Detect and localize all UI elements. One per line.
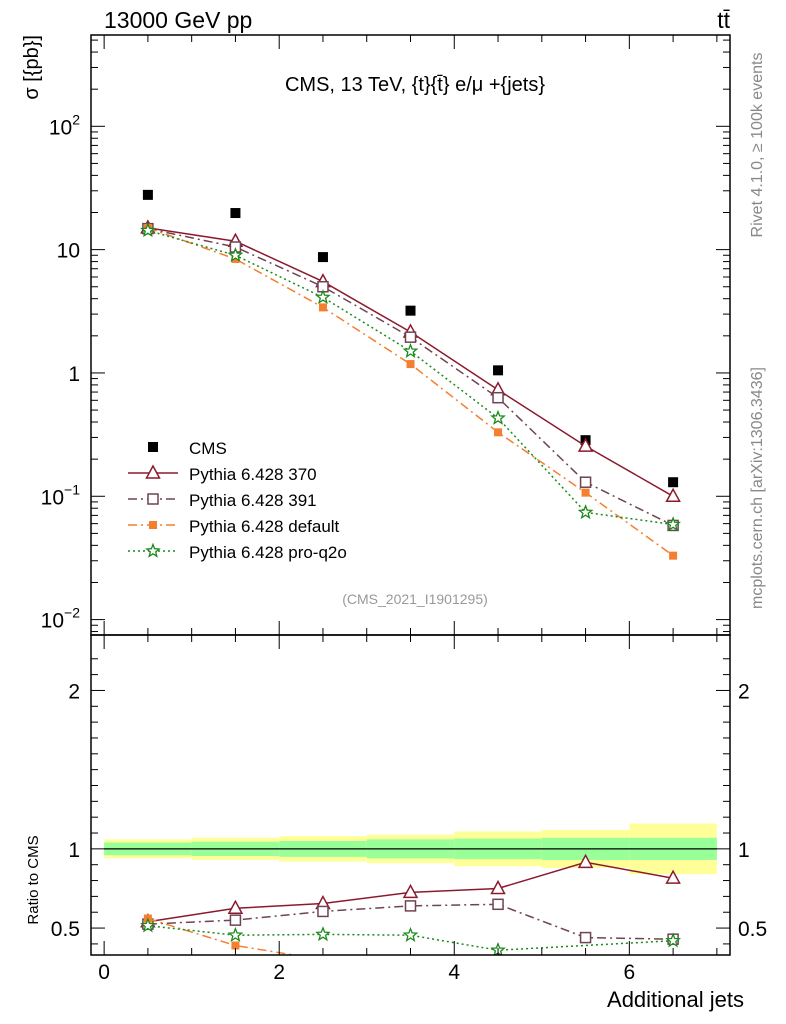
ratio-data-point — [317, 905, 329, 918]
legend-entry: Pythia 6.428 pro-q2o — [128, 542, 347, 562]
legend-entry: CMS — [148, 439, 227, 458]
main-data-point — [665, 487, 681, 503]
main-y-tick-label: 10−1 — [41, 481, 81, 509]
ratio-y-tick-label-right: 2 — [738, 680, 750, 703]
ratio-data-point — [490, 879, 506, 895]
main-data-point — [492, 391, 504, 404]
x-tick-label: 0 — [98, 961, 110, 984]
rivet-version-label: Rivet 4.1.0, ≥ 100k events — [749, 53, 766, 238]
main-y-tick-label: 102 — [49, 111, 80, 139]
ratio-y-tick-labels: 0.5 0.5 1 1 2 2 — [51, 680, 767, 941]
legend-label: Pythia 6.428 default — [189, 517, 340, 536]
main-data-point — [577, 504, 594, 520]
ratio-data-point — [227, 899, 244, 915]
legend-label: Pythia 6.428 391 — [189, 491, 317, 510]
legend-swatch-marker — [149, 521, 157, 529]
header-energy-label: 13000 GeV pp — [104, 7, 252, 33]
legend-label: CMS — [189, 439, 227, 458]
ratio-data-point — [665, 932, 682, 948]
main-data-point — [494, 428, 503, 437]
legend: CMS Pythia 6.428 370 Pythia 6.428 391 Pythi… — [128, 439, 347, 562]
main-data-point — [490, 409, 506, 425]
main-y-tick-label: 10 — [57, 240, 80, 263]
main-data-point — [139, 222, 156, 238]
main-data-point — [668, 477, 679, 488]
ratio-data-point — [140, 917, 156, 933]
main-data-point — [669, 551, 678, 560]
legend-swatch-marker — [147, 493, 159, 505]
main-data-point — [665, 516, 682, 532]
main-data-point — [581, 488, 590, 497]
legend-swatch-marker — [148, 442, 158, 452]
ratio-y-tick-label-right: 0.5 — [738, 918, 767, 941]
legend-label: Pythia 6.428 370 — [189, 465, 317, 484]
ratio-axis-ticks — [91, 635, 730, 955]
main-data-point — [404, 331, 417, 343]
main-data-point — [315, 289, 331, 305]
ratio-data-point — [404, 900, 417, 912]
x-axis-label: Additional jets — [607, 987, 744, 1012]
main-axis-ticks — [91, 35, 730, 635]
main-data-point — [405, 305, 416, 316]
main-data-point — [318, 303, 327, 312]
x-tick-labels: 0 2 4 6 — [98, 961, 635, 984]
ratio-y-tick-label-left: 0.5 — [51, 918, 80, 941]
x-tick-label: 4 — [448, 961, 460, 984]
ratio-data-point — [319, 956, 327, 964]
main-data-point — [230, 208, 241, 219]
main-panel: 10−2 10−1 1 10 102 CMS, 13 TeV, {t}{t̄} e/μ … — [21, 34, 731, 636]
main-series-4 — [139, 222, 682, 532]
ratio-data-point — [579, 931, 592, 944]
main-data-point — [231, 254, 240, 263]
ratio-panel: 0.5 0.5 1 1 2 2 0 2 4 6 Ratio to CMS Additional … — [25, 634, 767, 1012]
ratio-series-layer — [140, 853, 682, 964]
mcplots-reference-label: mcplots.cern.ch [arXiv:1306.3436] — [749, 367, 766, 609]
main-data-point — [579, 476, 592, 488]
main-data-point — [402, 342, 419, 358]
main-data-point — [493, 365, 504, 376]
legend-label: Pythia 6.428 pro-q2o — [189, 543, 347, 562]
ratio-data-point — [665, 869, 681, 884]
main-title: CMS, 13 TeV, {t}{t̄} e/μ +{jets} — [285, 74, 545, 96]
x-tick-label: 2 — [273, 961, 285, 984]
main-data-point — [317, 252, 328, 263]
main-data-point — [142, 189, 153, 200]
legend-entry: Pythia 6.428 391 — [128, 491, 317, 510]
analysis-id-label: (CMS_2021_I1901295) — [342, 591, 488, 607]
ratio-data-point — [231, 941, 240, 950]
ratio-uncertainty-bands — [104, 823, 717, 875]
ratio-series-line — [147, 924, 674, 951]
x-tick-label: 6 — [623, 961, 635, 984]
main-y-axis-label: σ [{pb}] — [21, 35, 43, 100]
main-series-layer — [139, 189, 682, 560]
ratio-y-tick-label-left: 2 — [68, 680, 80, 703]
ratio-data-point — [402, 926, 419, 942]
ratio-y-tick-label-right: 1 — [738, 839, 750, 862]
main-y-tick-label: 1 — [68, 363, 80, 386]
ratio-data-point — [492, 898, 504, 911]
legend-entry: Pythia 6.428 370 — [128, 464, 317, 484]
ratio-y-tick-label-left: 1 — [68, 839, 80, 862]
ratio-data-point — [227, 926, 244, 942]
main-data-point — [227, 247, 244, 262]
legend-swatch-marker — [145, 464, 161, 479]
ratio-data-point — [229, 914, 242, 926]
ratio-data-point — [402, 883, 419, 899]
ratio-y-axis-label: Ratio to CMS — [25, 835, 42, 924]
header-process-label: tt̄ — [717, 7, 730, 33]
main-y-tick-labels: 10−2 10−1 1 10 102 — [41, 111, 81, 632]
ratio-data-point — [315, 926, 331, 942]
main-data-point — [406, 360, 415, 369]
main-series-2 — [142, 222, 679, 532]
main-y-tick-label: 10−2 — [41, 605, 81, 633]
main-data-point — [577, 437, 594, 452]
legend-entry: Pythia 6.428 default — [128, 517, 340, 536]
ratio-data-point — [577, 853, 594, 869]
legend-swatch-marker — [145, 542, 161, 558]
